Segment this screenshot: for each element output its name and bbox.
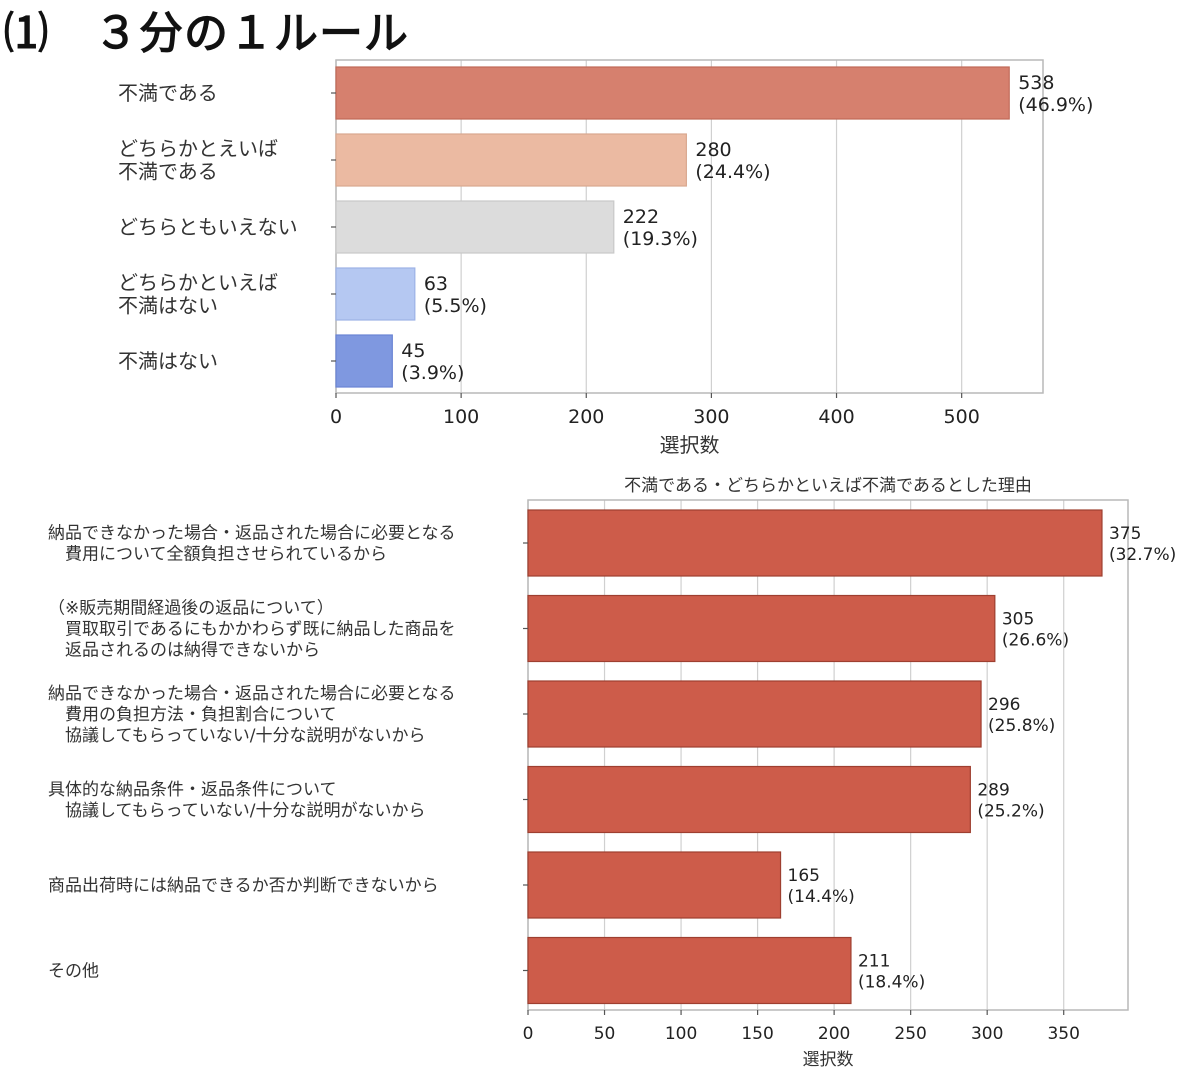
chart2-xtick-label: 300 [971, 1024, 1003, 1044]
chart1-category-label-line: 不満はない [118, 294, 218, 318]
chart1-category-label-line: 不満である [118, 160, 218, 184]
chart1-percent-label: (5.5%) [424, 295, 487, 317]
chart1-value-label: 280 [695, 139, 731, 161]
chart2-category-label: その他 [48, 962, 99, 982]
chart2-category-label-line: その他 [48, 962, 99, 982]
chart1-value-label: 222 [623, 206, 659, 228]
chart2-percent-label: (25.2%) [977, 802, 1044, 822]
chart2-bar [527, 594, 996, 663]
chart1-category-label: どちらかとえいば不満である [118, 137, 278, 184]
chart2-value-label: 165 [788, 866, 820, 886]
chart1-xtick-label: 0 [330, 406, 342, 428]
chart1-category-label: どちらかといえば不満はない [118, 271, 278, 318]
chart2-value-label: 305 [1002, 610, 1034, 630]
chart2-category-label: 納品できなかった場合・返品された場合に必要となる 費用について全額負担させられて… [48, 524, 456, 565]
chart2-xtick-label: 200 [818, 1024, 850, 1044]
chart2-category-label-line: 費用の負担方法・負担割合について [48, 705, 337, 725]
chart1-percent-label: (19.3%) [623, 228, 698, 250]
chart1-percent-label: (24.4%) [695, 161, 770, 183]
chart1-category-label-line: どちらかとえいば [118, 137, 278, 161]
chart2-percent-label: (25.8%) [988, 716, 1055, 736]
chart2-category-label-line: （※販売期間経過後の返品について） [48, 599, 334, 619]
chart2-category-label: 納品できなかった場合・返品された場合に必要となる 費用の負担方法・負担割合につい… [48, 684, 456, 746]
chart2-title: 不満である・どちらかといえば不満であるとした理由 [624, 476, 1032, 496]
chart2-category-label-line: 買取取引であるにもかかわらず既に納品した商品を [48, 620, 456, 640]
chart2-category-label-line: 返品されるのは納得できないから [48, 641, 320, 661]
chart1-bar [335, 66, 1010, 120]
chart2-category-label-line: 商品出荷時には納品できるか否か判断できないから [48, 876, 439, 896]
chart2-percent-label: (18.4%) [858, 973, 925, 993]
chart2-xtick-label: 50 [594, 1024, 616, 1044]
chart2-value-label: 289 [977, 781, 1009, 801]
chart2-percent-label: (26.6%) [1002, 631, 1069, 651]
chart2-bar [527, 765, 971, 834]
section-heading: ⑴ ３分の１ルール [4, 8, 409, 59]
chart2-value-label: 296 [988, 695, 1020, 715]
chart2-category-label: 商品出荷時には納品できるか否か判断できないから [48, 876, 439, 896]
chart1-category-label: どちらともいえない [118, 215, 298, 239]
chart1-bar [335, 334, 393, 388]
chart2-category-label: （※販売期間経過後の返品について） 買取取引であるにもかかわらず既に納品した商品… [48, 599, 456, 661]
chart1-xtick-label: 400 [818, 406, 854, 428]
chart2-category-label-line: 費用について全額負担させられているから [48, 545, 387, 565]
chart2-xtick-label: 150 [741, 1024, 773, 1044]
chart2-value-label: 211 [858, 952, 890, 972]
chart1-value-label: 63 [424, 273, 448, 295]
chart1-category-label-line: どちらともいえない [118, 215, 298, 239]
chart2-xtick-label: 100 [665, 1024, 697, 1044]
chart1-category-label: 不満である [118, 81, 218, 105]
chart1-xtick-label: 300 [693, 406, 729, 428]
chart2-bar [527, 851, 782, 919]
chart2-category-label-line: 協議してもらっていない/十分な説明がないから [48, 726, 426, 746]
chart1-category-label: 不満はない [118, 349, 218, 373]
chart1-category-label-line: 不満である [118, 81, 218, 105]
chart2-xtick-label: 350 [1047, 1024, 1079, 1044]
chart1-bar [335, 200, 615, 254]
chart1-xtick-label: 200 [568, 406, 604, 428]
chart1-bar [335, 267, 416, 321]
chart2-bar [527, 936, 852, 1005]
chart2-percent-label: (32.7%) [1109, 545, 1176, 565]
chart1-value-label: 538 [1018, 72, 1054, 94]
chart1-bar [335, 133, 687, 187]
chart1-category-label-line: どちらかといえば [118, 271, 278, 295]
chart1-category-label-line: 不満はない [118, 349, 218, 373]
chart1-percent-label: (46.9%) [1018, 94, 1093, 116]
chart1-value-label: 45 [401, 340, 425, 362]
chart2-xlabel: 選択数 [803, 1050, 854, 1070]
chart1-xtick-label: 500 [944, 406, 980, 428]
chart1-xlabel: 選択数 [660, 433, 720, 457]
chart2-plot-frame [527, 499, 1129, 1011]
chart2-category-label-line: 具体的な納品条件・返品条件について [48, 780, 337, 800]
chart2-bar [527, 680, 982, 748]
chart1-percent-label: (3.9%) [401, 362, 464, 384]
chart2-xtick-label: 250 [894, 1024, 926, 1044]
chart1-xtick-label: 100 [443, 406, 479, 428]
chart2-value-label: 375 [1109, 524, 1141, 544]
chart2-bar [527, 509, 1103, 577]
chart2-category-label-line: 協議してもらっていない/十分な説明がないから [48, 801, 426, 821]
chart2-percent-label: (14.4%) [788, 887, 855, 907]
chart2-category-label: 具体的な納品条件・返品条件について 協議してもらっていない/十分な説明がないから [48, 780, 426, 821]
chart2-category-label-line: 納品できなかった場合・返品された場合に必要となる [48, 524, 456, 544]
chart2-xtick-label: 0 [523, 1024, 534, 1044]
chart2-category-label-line: 納品できなかった場合・返品された場合に必要となる [48, 684, 456, 704]
